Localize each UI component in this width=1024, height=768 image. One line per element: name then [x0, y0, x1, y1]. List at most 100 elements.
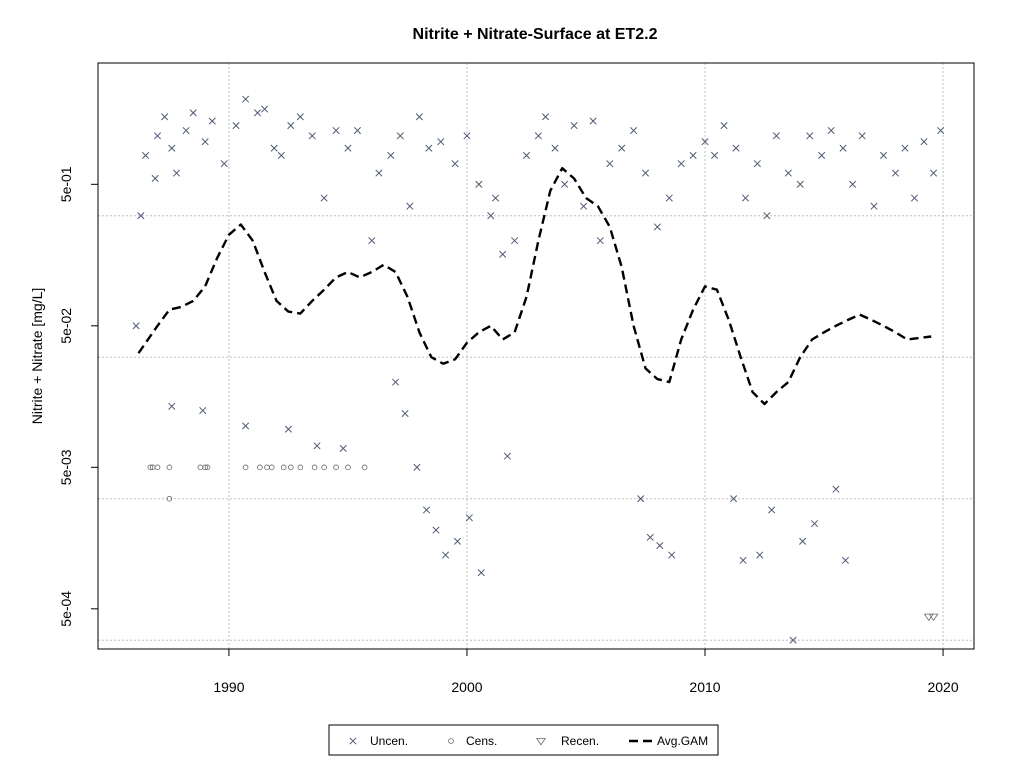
uncensored-point	[937, 126, 945, 135]
uncensored-point	[339, 444, 347, 452]
uncensored-point	[522, 151, 531, 159]
chart-title: Nitrite + Nitrate-Surface at ET2.2	[413, 26, 658, 43]
uncensored-point	[656, 541, 664, 550]
uncensored-point	[701, 138, 709, 146]
legend-label: Avg.GAM	[657, 734, 708, 748]
uncensored-point	[730, 495, 738, 503]
uncensored-point	[387, 151, 395, 159]
uncensored-point	[784, 169, 792, 177]
series-layer	[132, 95, 945, 644]
uncensored-point	[313, 442, 321, 450]
uncensored-point	[827, 126, 835, 135]
uncensored-point	[511, 237, 519, 245]
uncensored-point	[606, 160, 614, 168]
uncensored-point	[320, 194, 328, 202]
uncensored-point	[641, 169, 650, 177]
uncensored-point	[891, 169, 899, 177]
x-tick-label: 1990	[213, 679, 244, 695]
uncensored-point	[199, 406, 207, 415]
legend-label: Cens.	[466, 734, 497, 748]
uncensored-point	[396, 132, 404, 140]
uncensored-point	[858, 132, 866, 140]
x-tick-label: 2000	[451, 679, 482, 695]
legend-label: Uncen.	[370, 734, 408, 748]
censored-point	[288, 464, 294, 471]
uncensored-point	[570, 122, 578, 130]
uncensored-point	[332, 126, 340, 135]
uncensored-point	[208, 117, 216, 125]
uncensored-point	[153, 132, 162, 140]
censored-point	[321, 464, 327, 471]
uncensored-point	[534, 132, 542, 140]
uncensored-point	[665, 194, 673, 202]
x-axis: 1990 2000 2010 2020	[213, 648, 959, 695]
uncensored-point	[308, 132, 316, 140]
uncensored-point	[689, 151, 697, 159]
censored-point	[297, 464, 304, 471]
uncensored-point	[413, 463, 421, 471]
y-tick-label: 5e-02	[58, 308, 74, 344]
uncensored-point	[344, 144, 352, 152]
uncensored-point	[368, 237, 376, 245]
uncensored-point	[142, 151, 150, 159]
uncensored-point	[173, 169, 181, 177]
censored-point	[242, 464, 249, 471]
uncensored-point	[453, 537, 461, 545]
uncensored-point	[151, 174, 159, 183]
y-axis-label: Nitrite + Nitrate [mg/L]	[29, 288, 45, 425]
uncensored-point	[806, 132, 814, 140]
uncensored-point	[646, 533, 654, 541]
uncensored-point	[768, 506, 776, 514]
censored-point	[333, 464, 339, 471]
uncensored-point	[910, 194, 919, 202]
legend-box	[328, 724, 719, 756]
uncensored-point	[189, 109, 197, 117]
uncensored-point	[741, 194, 750, 202]
censored-point	[204, 464, 211, 471]
grid	[98, 63, 974, 649]
censored-point	[280, 464, 287, 471]
uncensored-point	[463, 132, 471, 140]
uncensored-point	[441, 551, 450, 559]
uncensored-point	[284, 425, 292, 433]
uncensored-point	[168, 144, 176, 152]
uncensored-point	[503, 452, 511, 460]
uncensored-point	[710, 151, 719, 159]
uncensored-point	[487, 212, 495, 220]
uncensored-point	[201, 138, 209, 146]
y-tick-label: 5e-01	[58, 166, 74, 202]
legend-symbol-censored	[448, 738, 454, 744]
uncensored-point	[220, 160, 228, 168]
uncensored-point	[879, 151, 888, 159]
censored-point	[257, 464, 263, 471]
uncensored-point	[796, 180, 804, 188]
uncensored-point	[839, 144, 847, 152]
uncensored-point	[901, 144, 909, 152]
uncensored-point	[596, 237, 604, 245]
uncensored-point	[589, 117, 597, 125]
censored-point	[268, 464, 275, 471]
uncensored-point	[491, 194, 500, 202]
uncensored-point	[739, 556, 747, 564]
uncensored-point	[242, 95, 250, 103]
uncensored-point	[789, 636, 797, 644]
uncensored-point	[756, 551, 764, 559]
uncensored-point	[401, 409, 409, 418]
uncensored-point	[451, 160, 459, 168]
censored-point	[202, 464, 208, 471]
uncensored-point	[415, 113, 423, 121]
uncensored-point	[772, 132, 780, 140]
legend: Uncen. Cens. Recen. Avg.GAM	[328, 724, 719, 756]
uncensored-point	[232, 122, 240, 130]
uncensored-point	[637, 495, 645, 503]
legend-label: Recen.	[561, 734, 599, 748]
uncensored-point	[287, 122, 295, 130]
uncensored-point	[653, 223, 661, 231]
y-axis: 5e-04 5e-03 5e-02 5e-01	[58, 166, 99, 627]
uncensored-point	[353, 126, 362, 135]
uncensored-point	[818, 151, 826, 159]
uncensored-point	[253, 109, 262, 117]
uncensored-point	[406, 202, 414, 210]
gam-line	[137, 167, 932, 406]
